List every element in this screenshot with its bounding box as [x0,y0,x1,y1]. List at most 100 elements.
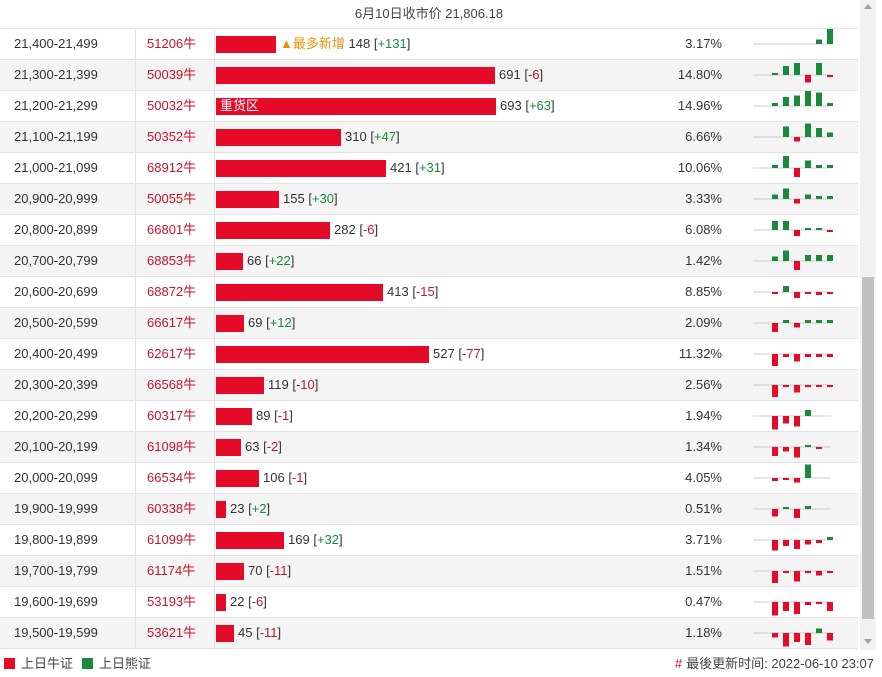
sparkline-bar [805,194,811,199]
column-divider [214,215,215,245]
column-divider [214,277,215,307]
column-divider [135,91,136,121]
sparkline-bar [783,571,789,573]
volume-bar [216,160,386,177]
hash-icon: # [674,656,683,671]
strike-range: 20,400-20,499 [14,346,98,361]
sparkline-bar [805,571,811,573]
sparkline-bar [783,97,789,106]
strike-range: 20,700-20,799 [14,253,98,268]
scroll-down-arrow-icon[interactable] [864,639,872,644]
column-divider [135,370,136,400]
volume-value: 89 [-1] [256,408,293,423]
sparkline-bar [772,571,778,583]
volume-bar [216,67,495,84]
sparkline-bar [772,165,778,168]
column-divider [214,29,215,59]
column-divider [214,246,215,276]
change-value: -6 [251,594,264,609]
sparkline-bar [794,199,800,204]
sparkline-bar [783,188,789,199]
sparkline-bar [794,385,800,393]
sparkline-bar [827,103,833,106]
sparkline-bar [783,286,789,292]
sparkline-bar [827,385,833,387]
change-value: -1 [277,408,290,423]
sparkline-bar [816,385,822,387]
column-divider [135,463,136,493]
sparkline-bar [772,416,778,430]
table-row: 20,600-20,699 68872牛 413 [-15] 8.85% [0,276,858,307]
volume-bar [216,36,276,53]
table-row: 21,200-21,299 50032牛 重货区 693 [+63] 14.96% [0,90,858,121]
sparkline-bar [827,633,833,641]
sparkline-bar [794,478,800,483]
count-value: 45 [238,625,253,640]
column-divider [135,494,136,524]
column-divider [214,153,215,183]
strike-range: 21,100-21,199 [14,129,98,144]
sparkline-bar [827,292,833,294]
sparkline-bar [805,255,811,261]
legend-bear-swatch [82,658,93,669]
sparkline-bar [805,354,811,357]
column-divider [135,277,136,307]
sparkline-bar [794,230,800,236]
trend-sparkline [753,601,833,616]
strike-range: 19,600-19,699 [14,594,98,609]
scroll-thumb[interactable] [862,277,874,619]
volume-value: 155 [+30] [283,191,338,206]
bull-contract-count: 68872牛 [147,284,197,299]
change-value: -2 [266,439,279,454]
volume-value: ▲最多新增 148 [+131] [280,36,411,51]
sparkline-bar [783,385,789,387]
count-value: 89 [256,408,271,423]
volume-value: 310 [+47] [345,129,400,144]
strike-range: 20,300-20,399 [14,377,98,392]
bull-contract-count: 53621牛 [147,625,197,640]
legend-bear-label: 上日熊证 [99,656,152,671]
sparkline-bar [794,447,800,458]
trend-sparkline [753,286,833,298]
count-value: 70 [248,563,263,578]
volume-value: 527 [-77] [433,346,485,361]
sparkline-bar [827,537,833,540]
bull-contract-count: 61098牛 [147,439,197,454]
sparkline-bar [794,571,800,582]
sparkline-bar [772,354,778,366]
volume-bar [216,253,243,270]
column-divider [135,246,136,276]
change-value: +12 [269,315,292,330]
change-value: +22 [268,253,291,268]
volume-bar [216,191,279,208]
sparkline-bar [794,168,800,177]
vertical-scrollbar[interactable] [860,0,876,650]
scroll-up-arrow-icon[interactable] [864,4,872,9]
strike-range: 19,700-19,799 [14,563,98,578]
sparkline-bar [794,633,800,642]
volume-bar [216,98,496,115]
sparkline-bar [816,255,822,261]
count-value: 421 [390,160,412,175]
cbbc-distribution-table: 21,400-21,499 51206牛 ▲最多新增 148 [+131] 3.17%… [0,28,858,649]
sparkline-bar [772,292,778,294]
sparkline-bar [816,39,822,44]
change-value: -11 [259,625,278,640]
sparkline-bar [772,478,778,481]
column-divider [135,184,136,214]
trend-sparkline [753,63,833,83]
column-divider [135,432,136,462]
count-value: 413 [387,284,409,299]
column-divider [214,91,215,121]
table-row: 21,100-21,199 50352牛 310 [+47] 6.66% [0,121,858,152]
sparkline-bar [783,66,789,75]
volume-value: 106 [-1] [263,470,308,485]
sparkline-bar [805,540,811,545]
column-divider [214,370,215,400]
sparkline-bar [794,323,800,328]
sparkline-bar [805,385,811,387]
sparkline-bar [827,230,833,232]
header-title: 6月10日收市价 21,806.18 [354,6,504,21]
strike-range: 20,100-20,199 [14,439,98,454]
change-value: -6 [362,222,375,237]
